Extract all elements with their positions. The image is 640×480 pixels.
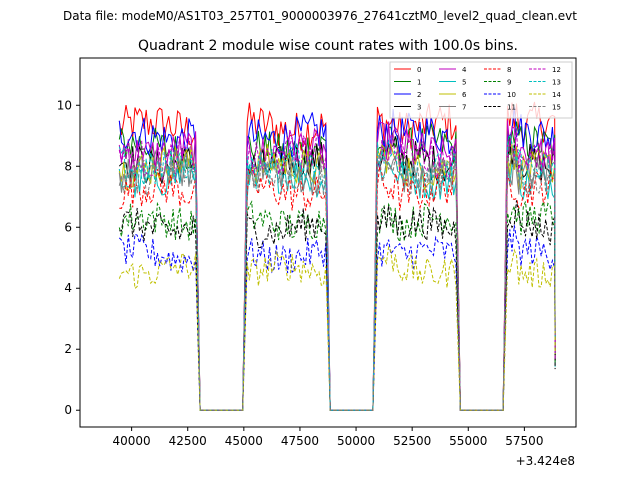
x-tick-label: 45000 [225, 434, 263, 448]
legend-label: 8 [507, 66, 511, 74]
y-tick-label: 8 [64, 159, 72, 173]
legend-label: 9 [507, 79, 511, 87]
legend-label: 7 [462, 104, 466, 112]
y-tick-label: 6 [64, 220, 72, 234]
legend-label: 11 [507, 104, 516, 112]
y-tick-label: 4 [64, 281, 72, 295]
series-layer [118, 101, 556, 411]
x-tick-label: 50000 [337, 434, 375, 448]
x-tick-label: 55000 [449, 434, 487, 448]
legend-label: 12 [552, 66, 561, 74]
series-line-15 [118, 149, 556, 411]
y-tick-label: 2 [64, 342, 72, 356]
legend-label: 3 [417, 104, 421, 112]
x-tick-label: 57500 [505, 434, 543, 448]
legend-label: 14 [552, 91, 561, 99]
legend-label: 1 [417, 79, 421, 87]
legend-label: 2 [417, 91, 421, 99]
series-line-14 [118, 245, 556, 411]
legend-label: 0 [417, 66, 421, 74]
legend-label: 4 [462, 66, 467, 74]
legend-label: 5 [462, 79, 466, 87]
data-file-caption: Data file: modeM0/AS1T03_257T01_90000039… [63, 9, 577, 23]
y-tick-label: 10 [57, 98, 72, 112]
axis-layer: 40000 42500 45000 47500 50000 52500 55000 57500… [57, 98, 544, 448]
y-tick-label: 0 [64, 403, 72, 417]
chart-title: Quadrant 2 module wise count rates with … [138, 38, 518, 54]
x-tick-label: 40000 [113, 434, 151, 448]
x-tick-label: 42500 [169, 434, 207, 448]
plot-frame [79, 57, 577, 428]
x-offset-label: +3.424e8 [516, 454, 575, 468]
legend-label: 6 [462, 91, 467, 99]
series-line-11 [119, 200, 556, 411]
series-line-9 [118, 200, 556, 411]
legend-label: 15 [552, 104, 561, 112]
legend-label: 10 [507, 91, 516, 99]
legend-label: 13 [552, 79, 561, 87]
x-tick-label: 47500 [281, 434, 319, 448]
legend-box [389, 61, 573, 119]
x-tick-label: 52500 [393, 434, 431, 448]
series-line-13 [118, 134, 556, 411]
